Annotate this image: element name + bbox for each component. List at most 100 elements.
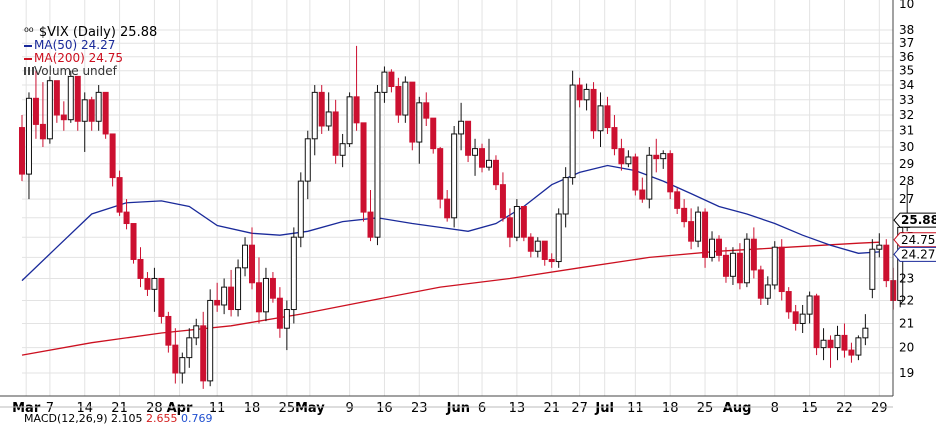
ma50-line xyxy=(21,164,880,282)
candle-body xyxy=(249,244,256,284)
candle-body xyxy=(646,154,653,200)
candle-body xyxy=(255,282,262,313)
candle-down xyxy=(102,91,109,139)
candle-down xyxy=(367,190,374,242)
candle-body xyxy=(792,311,799,324)
candle-body xyxy=(221,286,228,306)
ma200-price-tag: 24.75 xyxy=(901,233,935,247)
candle-down xyxy=(53,80,60,123)
x-tick-label: 29 xyxy=(871,401,888,416)
candle-down xyxy=(841,323,848,358)
candle-down xyxy=(548,253,555,268)
candle-up xyxy=(764,276,771,305)
candle-body xyxy=(855,337,862,356)
candle-up xyxy=(834,325,841,361)
candle-down xyxy=(750,227,757,279)
candle-up xyxy=(374,85,381,246)
x-tick-label: 7 xyxy=(46,401,54,416)
candle-body xyxy=(674,191,681,209)
candle-body xyxy=(109,133,116,179)
ma50-price-tag-shape xyxy=(893,246,936,262)
candle-body xyxy=(451,133,458,219)
candle-body xyxy=(729,252,736,277)
candle-up xyxy=(346,92,353,147)
x-tick-label: 25 xyxy=(697,401,714,416)
candle-body xyxy=(527,236,534,252)
candle-body xyxy=(597,105,604,132)
macd-value-1: 2.655 xyxy=(146,412,178,425)
candle-down xyxy=(716,235,722,262)
candle-down xyxy=(667,150,674,200)
candle-body xyxy=(785,291,792,313)
candle-down xyxy=(792,304,799,331)
candle-up xyxy=(179,352,186,384)
candle-down xyxy=(165,311,172,353)
candle-down xyxy=(88,96,95,131)
ma50-swatch xyxy=(24,44,32,47)
candle-body xyxy=(625,156,632,165)
ma50-layer xyxy=(21,164,880,282)
candle-up xyxy=(869,239,876,299)
candle-up xyxy=(25,92,32,200)
ma50-price-tag: 24.27 xyxy=(901,247,935,261)
candle-up xyxy=(67,70,74,123)
candle-down xyxy=(827,335,834,368)
candle-body xyxy=(639,189,646,200)
candle-down xyxy=(158,277,165,324)
candle-body xyxy=(492,159,499,186)
candle-body xyxy=(506,217,513,238)
candle-down xyxy=(123,199,130,230)
y-tick-label: 29 xyxy=(899,157,914,171)
candle-down xyxy=(276,287,283,338)
candle-body xyxy=(437,148,444,200)
candle-up xyxy=(304,130,311,200)
candle-body xyxy=(695,211,702,242)
candle-down xyxy=(465,120,472,163)
candle-body xyxy=(318,91,325,127)
candle-body xyxy=(778,246,785,293)
ma200-line xyxy=(21,241,880,356)
x-tick-label: Aug xyxy=(723,401,752,416)
x-tick-label: 8 xyxy=(771,401,779,416)
candle-body xyxy=(848,349,855,356)
candle-body xyxy=(534,240,541,252)
candle-body xyxy=(200,325,207,382)
candle-body xyxy=(799,313,806,324)
candle-body xyxy=(869,248,876,290)
candle-body xyxy=(820,339,827,349)
legend-ma50: MA(50) 24.27 xyxy=(34,38,116,52)
candle-down xyxy=(506,208,513,248)
candle-up xyxy=(311,85,318,156)
candle-down xyxy=(318,85,325,134)
candle-down xyxy=(200,311,207,389)
price-tag-layer: 25.88 24.75 24.27 xyxy=(893,212,936,262)
candle-up xyxy=(235,259,242,317)
candle-down xyxy=(172,328,179,384)
candle-body xyxy=(123,211,130,225)
candle-body xyxy=(179,357,186,374)
x-tick-label: 15 xyxy=(801,401,818,416)
candle-body xyxy=(151,277,158,290)
candle-down xyxy=(430,117,437,154)
x-tick-label: 11 xyxy=(209,401,226,416)
candle-body xyxy=(862,327,869,339)
candle-body xyxy=(883,244,890,282)
candle-down xyxy=(702,208,709,268)
grid xyxy=(22,0,893,396)
candle-down xyxy=(332,99,339,164)
candle-body xyxy=(102,91,109,135)
candle-body xyxy=(207,299,214,382)
candle-body xyxy=(332,111,339,156)
candle-body xyxy=(465,120,472,156)
candle-body xyxy=(311,91,318,140)
candle-up xyxy=(597,92,604,147)
candle-body xyxy=(81,99,88,122)
candle-down xyxy=(604,96,611,134)
x-tick-label: May xyxy=(295,401,325,416)
candle-down xyxy=(444,190,451,222)
candle-body xyxy=(276,297,283,329)
candle-body xyxy=(158,277,165,317)
candle-body xyxy=(430,117,437,150)
candle-up xyxy=(569,70,576,185)
